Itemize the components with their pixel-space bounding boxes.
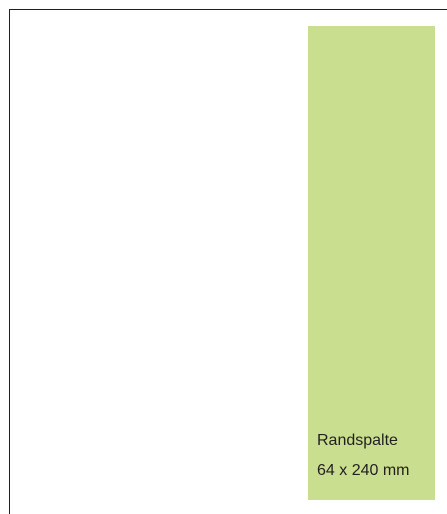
margin-column-area <box>308 26 435 500</box>
column-label: Randspalte <box>317 432 398 449</box>
column-size-label: 64 x 240 mm <box>317 462 410 479</box>
